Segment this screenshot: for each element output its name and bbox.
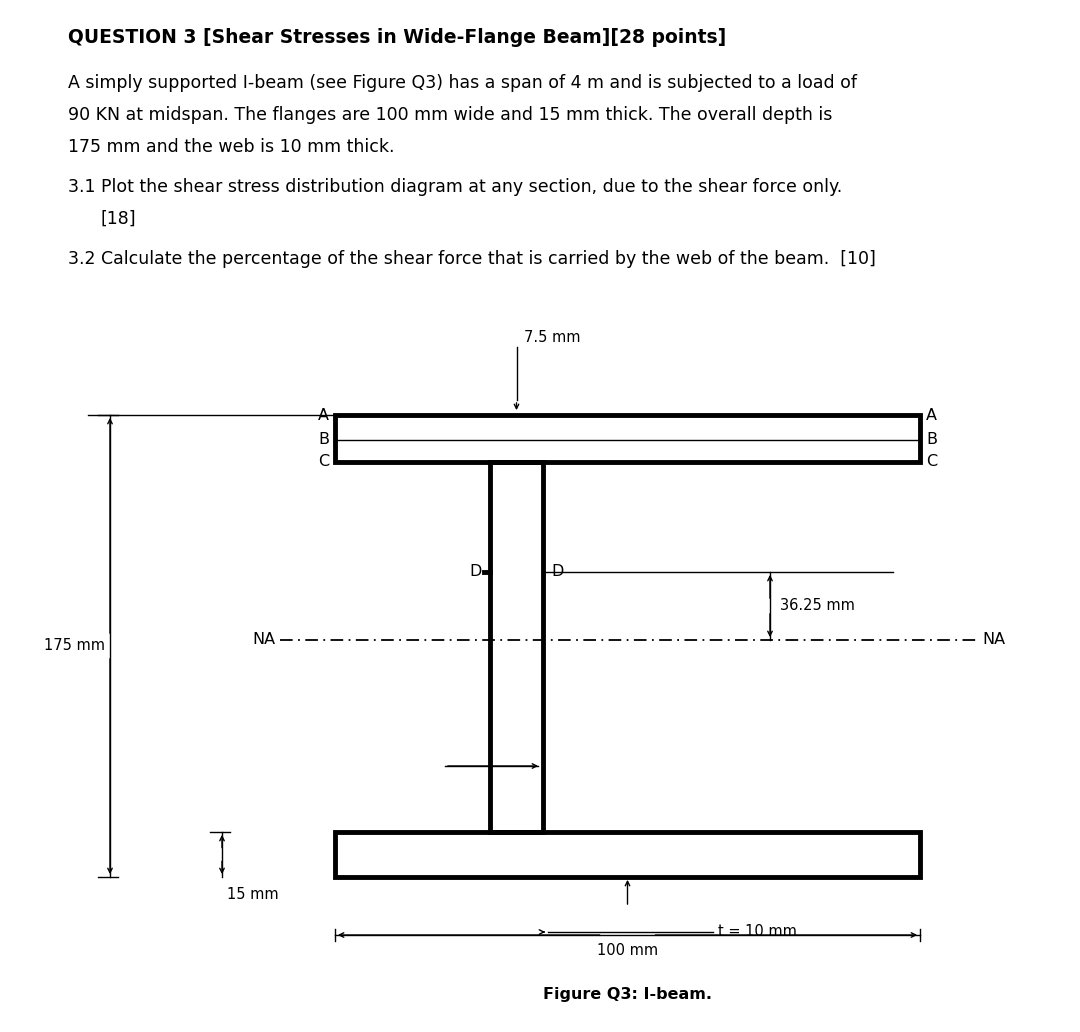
Text: QUESTION 3 [Shear Stresses in Wide-Flange Beam][28 points]: QUESTION 3 [Shear Stresses in Wide-Flang… <box>68 28 726 47</box>
Bar <box>335 415 920 462</box>
Text: 3.1 Plot the shear stress distribution diagram at any section, due to the shear : 3.1 Plot the shear stress distribution d… <box>68 178 842 196</box>
Text: D: D <box>551 565 564 580</box>
Text: D: D <box>470 565 482 580</box>
Text: 175 mm: 175 mm <box>44 639 105 653</box>
Text: t = 10 mm: t = 10 mm <box>718 925 797 939</box>
Text: NA: NA <box>982 633 1005 647</box>
Text: Figure Q3: I-beam.: Figure Q3: I-beam. <box>543 987 712 1002</box>
Text: 90 KN at midspan. The flanges are 100 mm wide and 15 mm thick. The overall depth: 90 KN at midspan. The flanges are 100 mm… <box>68 106 833 124</box>
Bar <box>490 462 543 832</box>
Text: C: C <box>926 454 937 470</box>
Text: [18]: [18] <box>100 209 136 228</box>
Text: A simply supported I-beam (see Figure Q3) has a span of 4 m and is subjected to : A simply supported I-beam (see Figure Q3… <box>68 74 858 92</box>
Text: A: A <box>926 408 937 422</box>
Text: 175 mm and the web is 10 mm thick.: 175 mm and the web is 10 mm thick. <box>68 138 394 156</box>
Text: 15 mm: 15 mm <box>227 886 279 902</box>
Text: NA: NA <box>252 633 275 647</box>
Text: B: B <box>318 432 329 448</box>
Text: 36.25 mm: 36.25 mm <box>780 599 855 613</box>
Text: 7.5 mm: 7.5 mm <box>525 330 581 345</box>
Text: C: C <box>318 454 329 470</box>
Text: 100 mm: 100 mm <box>597 943 658 958</box>
Text: B: B <box>926 432 937 448</box>
Text: A: A <box>318 408 329 422</box>
Bar <box>335 832 920 877</box>
Text: 3.2 Calculate the percentage of the shear force that is carried by the web of th: 3.2 Calculate the percentage of the shea… <box>68 250 876 268</box>
